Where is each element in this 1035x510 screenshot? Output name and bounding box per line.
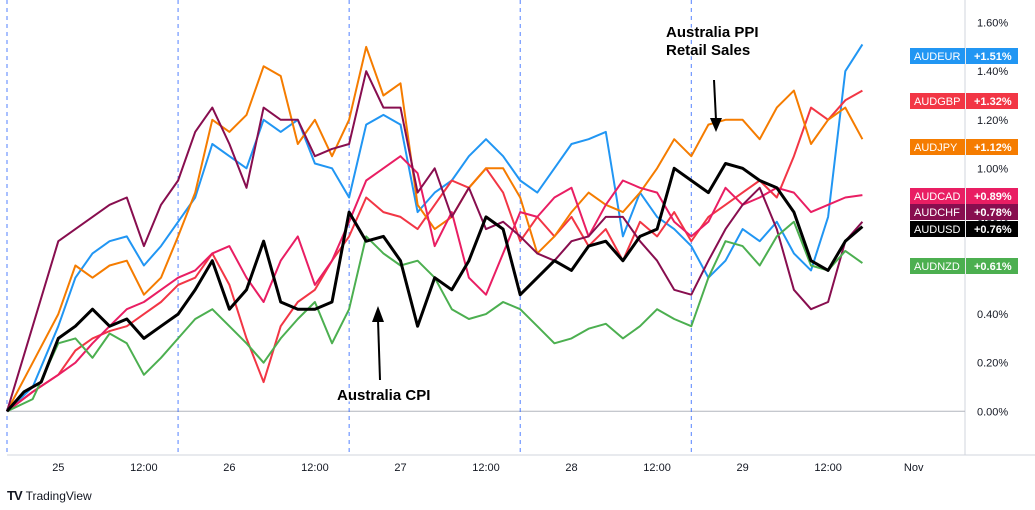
x-tick-label: 28 (565, 462, 577, 474)
series-line-audcad (6, 155, 863, 413)
legend-value: +0.76% (974, 224, 1012, 236)
legend-audnzd: AUDNZD +0.61% (910, 258, 1018, 274)
x-tick-label: 12:00 (643, 462, 671, 474)
legend-name-box (910, 139, 965, 155)
legend-labels: AUDEUR +1.51% AUDGBP +1.32% AUDJPY +1.12% AUDC… (910, 48, 1018, 274)
x-tick-label: 12:00 (814, 462, 842, 474)
x-axis[interactable]: 25 12:00 26 12:00 27 12:00 28 12:00 29 12:00 Nov (52, 462, 924, 474)
y-tick-label: 1.60% (977, 18, 1008, 30)
series-line-audnzd (6, 220, 863, 413)
legend-value-box (966, 139, 1018, 155)
y-tick-label: 0.20% (977, 358, 1008, 370)
legend-name: AUDCAD (914, 191, 961, 203)
legend-value-box (966, 188, 1018, 204)
annotation-arrowhead-ppi (710, 118, 722, 132)
legend-name-box (910, 93, 965, 109)
legend-value: +0.89% (974, 191, 1012, 203)
legend-name: AUDJPY (914, 142, 958, 154)
tradingview-logo-icon: TV (7, 488, 23, 503)
legend-value-box (966, 48, 1018, 64)
annotation-cpi: Australia CPI (337, 387, 430, 404)
legend-name: AUDCHF (914, 207, 960, 219)
legend-value-box (966, 204, 1018, 220)
y-tick-label: 1.20% (977, 115, 1008, 127)
y-tick-label: 1.40% (977, 66, 1008, 78)
y-tick-label: 0.00% (977, 406, 1008, 418)
y-tick-label: 0.40% (977, 309, 1008, 321)
legend-value: +1.12% (974, 142, 1012, 154)
y-tick-label: 1.00% (977, 163, 1008, 175)
annotation-arrowhead-cpi (372, 306, 384, 322)
series-line-audjpy (6, 45, 864, 412)
x-tick-label: 29 (736, 462, 748, 474)
legend-audgbp: AUDGBP +1.32% (910, 93, 1018, 109)
x-tick-label: 25 (52, 462, 64, 474)
legend-value-box (966, 258, 1018, 274)
legend-name: AUDUSD (914, 224, 961, 236)
legend-name: AUDEUR (914, 51, 961, 63)
x-tick-label: 27 (394, 462, 406, 474)
tradingview-brand[interactable]: TV TradingView (7, 488, 92, 503)
series-line-audchf (6, 70, 864, 412)
legend-value: +0.61% (974, 261, 1012, 273)
annotation-arrow-shaft-ppi (713, 79, 717, 121)
legend-name-box (910, 221, 965, 237)
legend-audchf: AUDCHF +0.78% (910, 204, 1018, 220)
x-tick-label: 12:00 (130, 462, 158, 474)
legend-audeur: AUDEUR +1.51% (910, 48, 1018, 64)
legend-name: AUDNZD (914, 261, 960, 273)
legend-value: +1.32% (974, 96, 1012, 108)
legend-name-box (910, 204, 965, 220)
legend-value: +0.78% (974, 207, 1012, 219)
legend-name-box (910, 48, 965, 64)
legend-name-box (910, 258, 965, 274)
legend-audcad: AUDCAD +0.89% (910, 188, 1018, 204)
legend-audjpy: AUDJPY +1.12% (910, 139, 1018, 155)
x-tick-label: 12:00 (301, 462, 329, 474)
series-line-audeur (6, 43, 864, 413)
series-line-audusd (5, 162, 864, 413)
legend-value: +1.51% (974, 51, 1012, 63)
legend-value-box (966, 221, 1018, 237)
x-tick-label: 26 (223, 462, 235, 474)
legend-value-box (966, 93, 1018, 109)
series-lines (5, 43, 864, 413)
x-tick-label: 12:00 (472, 462, 500, 474)
annotation-ppi: Australia PPI (666, 24, 759, 41)
brand-name: TradingView (25, 488, 92, 503)
legend-audusd: AUDUSD +0.76% (910, 221, 1018, 237)
grid-layer (6, 0, 1035, 456)
annotation-retail-sales: Retail Sales (666, 42, 750, 59)
legend-name: AUDGBP (914, 96, 960, 108)
annotation-arrow-shaft-cpi (377, 319, 381, 381)
legend-name-box (910, 188, 965, 204)
x-tick-label: Nov (904, 462, 924, 474)
